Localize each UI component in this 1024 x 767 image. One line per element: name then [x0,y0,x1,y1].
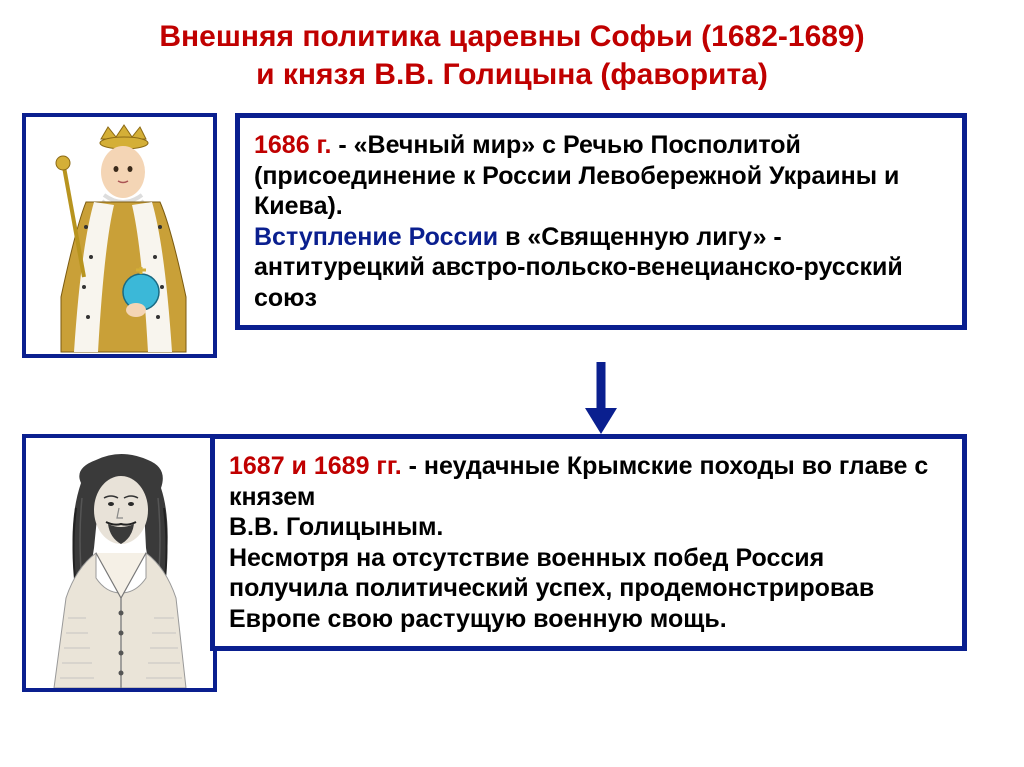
box1-text1: - «Вечный мир» с Речью Посполитой (присо… [254,131,899,220]
arrow-container [235,362,967,434]
row-2: 1687 и 1689 гг. - неудачные Крымские пох… [22,434,1002,692]
title-line-2: и князя В.В. Голицына (фаворита) [22,56,1002,94]
box2-text2: Несмотря на отсутствие военных побед Рос… [229,544,874,633]
box1-date: 1686 г. [254,131,331,159]
row-1: 1686 г. - «Вечный мир» с Речью Посполито… [22,113,1002,358]
golitsyn-portrait [26,438,213,688]
sophia-portrait-frame [22,113,217,358]
box2-text1b: В.В. Голицыным. [229,513,443,541]
title-line-1: Внешняя политика царевны Софьи (1682-168… [22,18,1002,56]
text-box-1: 1686 г. - «Вечный мир» с Речью Посполито… [235,113,967,330]
slide-title: Внешняя политика царевны Софьи (1682-168… [22,18,1002,93]
golitsyn-portrait-frame [22,434,217,692]
text-box-2: 1687 и 1689 гг. - неудачные Крымские пох… [210,434,967,651]
box1-blue: Вступление России [254,223,505,251]
box2-date: 1687 и 1689 гг. [229,452,402,480]
down-arrow-icon [581,362,621,434]
sophia-portrait [26,117,213,354]
